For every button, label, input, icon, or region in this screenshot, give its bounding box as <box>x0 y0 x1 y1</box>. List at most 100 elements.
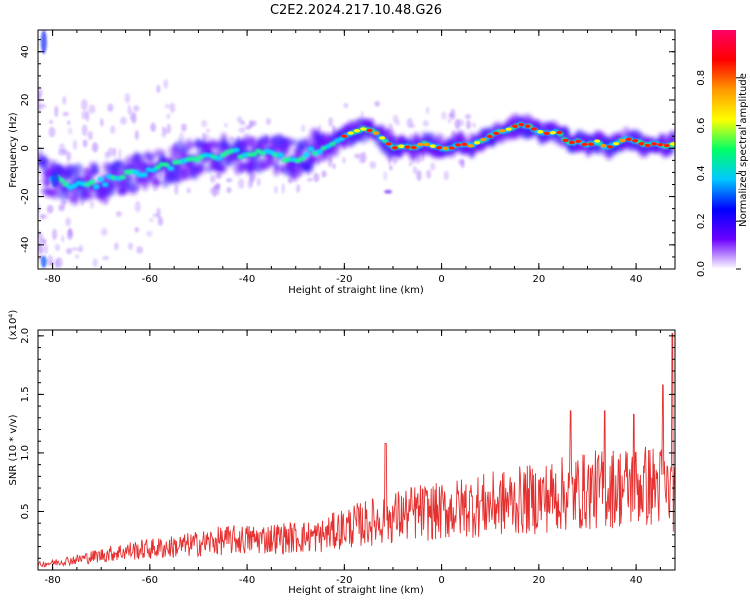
heatmap-cell <box>62 181 70 187</box>
heatmap-cell <box>66 151 72 162</box>
heatmap-cell <box>385 142 392 146</box>
heatmap-cell <box>543 131 550 136</box>
heatmap-cell <box>613 142 620 146</box>
x-tick-label: -60 <box>142 274 158 285</box>
heatmap-cell <box>448 112 454 118</box>
heatmap-cell <box>80 99 88 111</box>
heatmap-cell <box>57 177 65 183</box>
spectrogram-panel: -80 -60 -40 -20 0 20 40 -40 -20 0 20 40 Height of s… <box>8 29 676 296</box>
y-tick-label: 20 <box>20 94 31 107</box>
heatmap-cell <box>51 228 58 241</box>
x-tick-label: 40 <box>630 575 643 586</box>
snr-plot-area <box>38 330 675 570</box>
heatmap-cell <box>237 178 245 189</box>
heatmap-cell <box>195 163 205 175</box>
heatmap-cell <box>154 164 162 170</box>
colorbar-tick-label: 0.8 <box>696 70 707 86</box>
colorbar-tick-label: 0.4 <box>696 165 707 181</box>
x-tick-label: -40 <box>239 274 255 285</box>
heatmap-cell <box>186 187 192 194</box>
x-tick-label: -20 <box>336 274 352 285</box>
heatmap-cell <box>391 146 398 150</box>
snr-panel: -80 -60 -40 -20 0 20 40 0.5 1.0 1.5 2.0 Height of … <box>8 310 676 596</box>
x-tick-label: 40 <box>630 274 643 285</box>
y-tick-label: 1.0 <box>20 445 31 461</box>
heatmap-cell <box>136 246 144 254</box>
heatmap-cell <box>120 116 127 125</box>
heatmap-cell <box>429 162 436 171</box>
heatmap-cell <box>133 105 140 112</box>
heatmap-cell <box>100 227 108 237</box>
x-tick-label: 20 <box>532 575 545 586</box>
heatmap-cell <box>51 171 60 188</box>
heatmap-cell <box>329 143 340 157</box>
heatmap-cell <box>290 138 298 146</box>
heatmap-cell <box>307 146 315 152</box>
heatmap-cell <box>296 184 301 193</box>
heatmap-cell <box>328 116 334 127</box>
heatmap-cell <box>594 139 601 143</box>
heatmap-cell <box>43 243 48 255</box>
heatmap-band-peak <box>341 122 675 150</box>
heatmap-cell <box>62 95 67 105</box>
heatmap-cell <box>99 118 104 127</box>
heatmap-cell <box>464 113 472 120</box>
heatmap-cell <box>422 120 430 127</box>
heatmap-cell <box>62 111 69 117</box>
heatmap-cell <box>119 174 127 180</box>
heatmap-cell <box>250 151 258 157</box>
heatmap-cell <box>651 142 658 146</box>
heatmap-cell <box>300 124 306 133</box>
heatmap-cell <box>638 142 645 146</box>
spectrogram-ylabel: Frequency (Hz) <box>8 112 19 188</box>
heatmap-cell <box>114 242 119 251</box>
colorbar-tick-label: 0.6 <box>696 118 707 134</box>
heatmap-cell <box>581 142 588 147</box>
heatmap-cell <box>40 30 47 55</box>
heatmap-cell <box>148 217 155 222</box>
heatmap-cell <box>54 105 59 118</box>
heatmap-cell <box>61 199 67 206</box>
heatmap-cell <box>49 120 53 125</box>
heatmap-cell <box>107 106 113 113</box>
heatmap-cell <box>670 142 675 146</box>
heatmap-cell <box>215 164 227 174</box>
heatmap-cell <box>644 143 651 148</box>
heatmap-cell <box>455 143 462 147</box>
x-tick-label: -60 <box>142 575 158 586</box>
heatmap-cell <box>392 157 398 165</box>
heatmap-cell <box>210 174 216 183</box>
heatmap-cell <box>493 131 500 136</box>
heatmap-cell <box>327 156 333 168</box>
heatmap-cell <box>587 142 594 146</box>
heatmap-cell <box>556 130 563 135</box>
heatmap-cell <box>67 227 73 237</box>
x-tick-label: 20 <box>532 274 545 285</box>
heatmap-cell <box>101 181 109 188</box>
heatmap-cell <box>341 134 348 138</box>
heatmap-cell <box>256 177 261 187</box>
heatmap-cell <box>41 213 49 220</box>
heatmap-cell <box>287 178 293 184</box>
heatmap-cell <box>124 93 131 104</box>
heatmap-cell <box>518 122 525 127</box>
heatmap-cell <box>663 143 670 148</box>
heatmap-cell <box>625 137 632 141</box>
heatmap-cell <box>448 146 455 150</box>
heatmap-cell <box>486 134 493 139</box>
heatmap-cell <box>152 179 162 186</box>
heatmap-cell <box>549 131 556 135</box>
heatmap-cell <box>423 142 430 147</box>
heatmap-cell <box>442 146 449 150</box>
heatmap-cell <box>38 250 43 256</box>
heatmap-cell <box>127 242 134 251</box>
heatmap-cell <box>657 142 664 147</box>
spectrogram-xlabel: Height of straight line (km) <box>288 285 424 296</box>
heatmap-cell <box>213 184 221 191</box>
heatmap-cell <box>150 122 156 133</box>
heatmap-cell <box>72 163 84 176</box>
heatmap-cell <box>134 227 140 233</box>
heatmap-cell <box>273 185 278 194</box>
heatmap-cell <box>134 201 141 213</box>
heatmap-cell <box>425 106 430 115</box>
